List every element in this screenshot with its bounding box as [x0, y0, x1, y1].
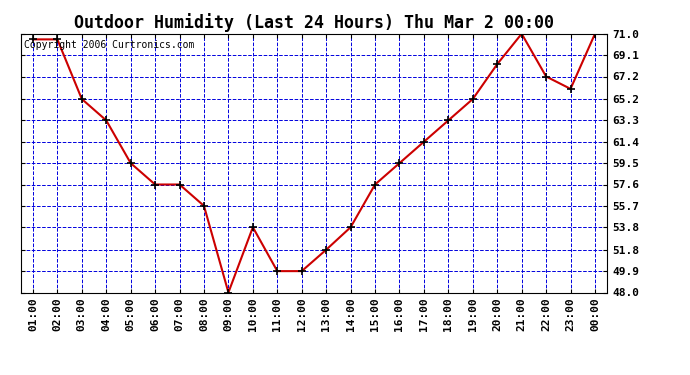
- Title: Outdoor Humidity (Last 24 Hours) Thu Mar 2 00:00: Outdoor Humidity (Last 24 Hours) Thu Mar…: [74, 13, 554, 32]
- Text: Copyright 2006 Curtronics.com: Copyright 2006 Curtronics.com: [23, 40, 194, 50]
